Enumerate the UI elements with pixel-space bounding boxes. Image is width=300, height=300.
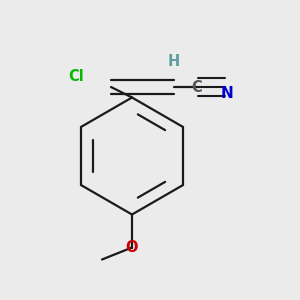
Text: C: C	[191, 80, 202, 94]
Text: N: N	[220, 85, 233, 100]
Text: Cl: Cl	[69, 69, 84, 84]
Text: O: O	[126, 240, 138, 255]
Text: H: H	[168, 54, 180, 69]
